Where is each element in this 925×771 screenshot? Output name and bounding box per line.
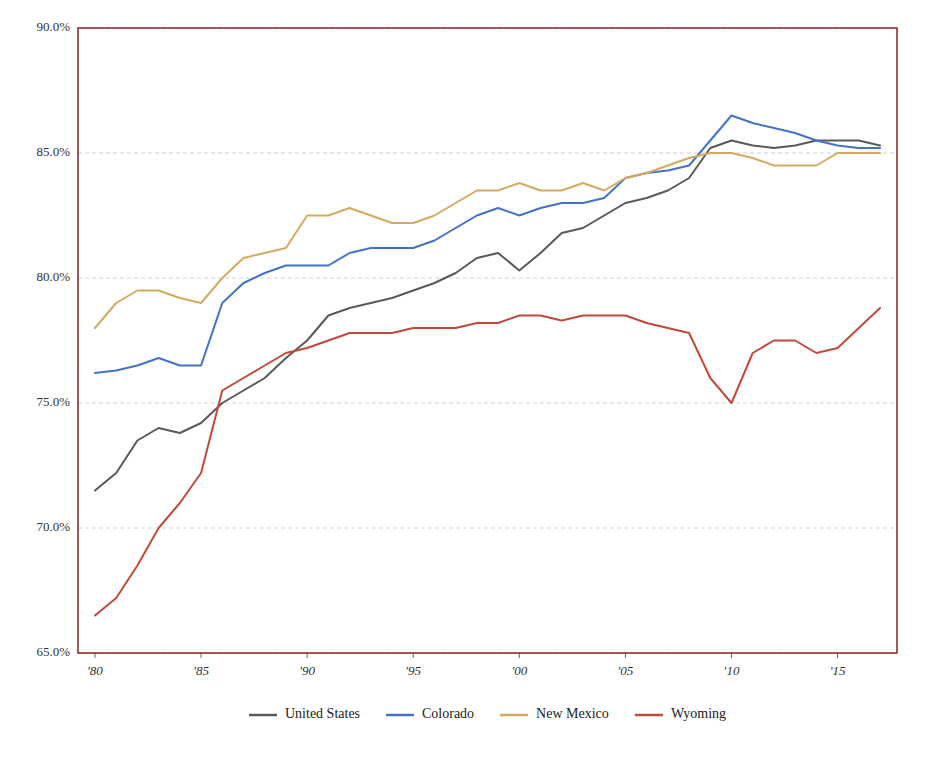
legend-swatch [249, 714, 277, 717]
y-axis: 65.0% 70.0% 75.0% 80.0% 85.0% 90.0% [36, 19, 70, 659]
legend-item: Colorado [386, 706, 474, 721]
page: {"chart_data": { "type": "line", "x": [1… [0, 0, 925, 771]
y-tick-label: 70.0% [36, 519, 70, 534]
y-grid [78, 28, 897, 653]
y-tick-label: 90.0% [36, 19, 70, 34]
legend-swatch [386, 714, 414, 717]
grid-line [78, 528, 897, 529]
legend: United States Colorado New Mexico Wyoming [249, 706, 726, 721]
y-tick-label: 65.0% [36, 644, 70, 659]
y-tick-label: 75.0% [36, 394, 70, 409]
x-tick-label: '85 [193, 663, 209, 678]
series-line [95, 308, 880, 616]
x-tick-label: '00 [511, 663, 527, 678]
grid-line [78, 153, 897, 154]
x-tick-label: '10 [724, 663, 740, 678]
x-tick-label: '80 [87, 663, 103, 678]
legend-swatch [635, 714, 663, 717]
legend-item: Wyoming [635, 706, 726, 721]
legend-label: Wyoming [671, 706, 726, 721]
y-tick-label: 80.0% [36, 269, 70, 284]
series-line [95, 116, 880, 374]
lines [95, 116, 880, 616]
grid-line [78, 278, 897, 279]
x-tick-label: '15 [830, 663, 846, 678]
x-tick-label: '90 [299, 663, 315, 678]
legend-label: New Mexico [536, 706, 609, 721]
plot-frame [78, 28, 897, 653]
series-line [95, 141, 880, 491]
legend-swatch [500, 714, 528, 717]
grid-line [78, 403, 897, 404]
x-tick-label: '05 [618, 663, 634, 678]
x-tick-label: '95 [405, 663, 421, 678]
background [0, 0, 925, 771]
series-line [95, 153, 880, 328]
y-tick-label: 85.0% [36, 144, 70, 159]
legend-label: United States [285, 706, 360, 721]
legend-label: Colorado [422, 706, 474, 721]
chart: 65.0%70.0%75.0%80.0%85.0%90.0%'80'85'90'… [0, 0, 925, 771]
legend-item: United States [249, 706, 360, 721]
x-axis: '80 '85 '90 '95 '00 '05 '10 '15 [87, 653, 846, 678]
legend-item: New Mexico [500, 706, 609, 721]
